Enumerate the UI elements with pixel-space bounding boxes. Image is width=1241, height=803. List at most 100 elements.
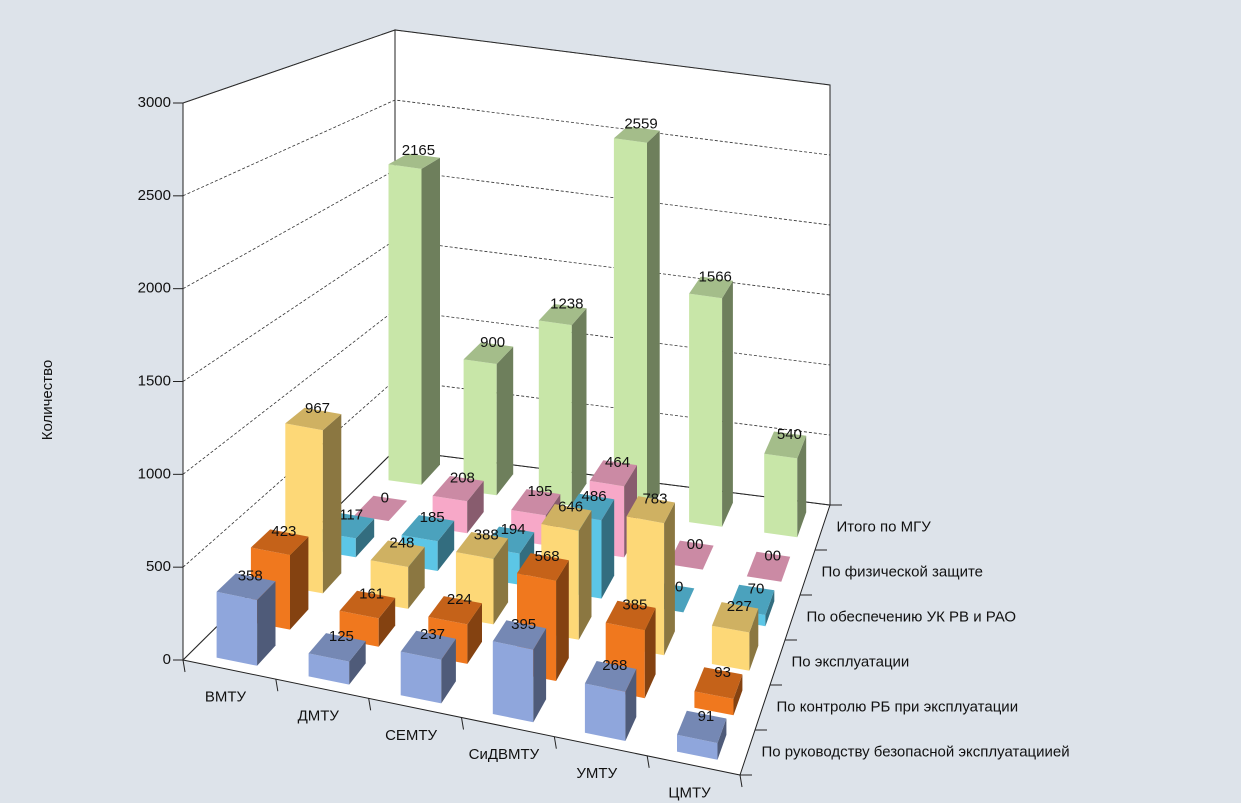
value-label: 2165 <box>402 142 435 159</box>
bar-side <box>765 590 775 627</box>
x-tick-line <box>275 679 279 692</box>
bar-front <box>584 683 626 741</box>
bar-front <box>689 293 723 527</box>
bar <box>584 661 637 741</box>
value-label: 224 <box>447 591 472 608</box>
value-label: 117 <box>339 507 363 524</box>
bar-side <box>378 597 396 647</box>
bar-side <box>644 607 656 699</box>
value-label: 358 <box>238 568 263 585</box>
bar <box>677 710 727 760</box>
value-label: 0 <box>381 489 389 506</box>
bar-side <box>722 280 733 527</box>
bar-front <box>463 359 497 496</box>
bar-front <box>308 653 350 685</box>
value-label: 395 <box>511 616 536 633</box>
value-label: 388 <box>474 526 499 543</box>
x-tick-label: ЦМТУ <box>668 784 711 801</box>
grid-line <box>182 99 831 197</box>
y-tick-label: 2500 <box>138 187 171 204</box>
value-label: 568 <box>535 548 560 565</box>
value-label: 00 <box>687 536 704 553</box>
value-label: 91 <box>698 708 715 725</box>
value-label: 93 <box>714 664 731 681</box>
value-label: 385 <box>622 596 647 613</box>
bar <box>492 620 547 723</box>
value-label: 00 <box>764 548 781 565</box>
bar-side <box>437 520 455 571</box>
bar-top <box>511 489 561 516</box>
x-tick-label: ДМТУ <box>298 708 340 725</box>
x-tick-line <box>646 755 650 768</box>
bar-side <box>749 608 759 671</box>
value-label: 268 <box>602 657 627 674</box>
bar <box>668 540 714 570</box>
bar <box>746 551 791 582</box>
x-tick-line <box>461 717 464 730</box>
value-label: 208 <box>450 469 475 486</box>
bar-side <box>647 130 660 517</box>
bar <box>711 602 759 671</box>
bar-top <box>216 573 276 600</box>
bar <box>432 476 484 534</box>
legend-label: По физической защите <box>822 563 984 580</box>
x-tick-line <box>368 698 372 711</box>
bar-front <box>492 641 534 723</box>
y-tick-label: 1500 <box>138 372 171 389</box>
bar-top <box>354 495 408 521</box>
bar-side <box>733 674 743 716</box>
bar-side <box>257 581 276 666</box>
x-tick-label: СЕМТУ <box>385 727 437 744</box>
bar-top <box>432 476 484 502</box>
bar-side <box>493 538 509 625</box>
bar-side <box>408 546 425 609</box>
legend-label: По руководству безопасной эксплуатациией <box>762 743 1070 760</box>
bar-top <box>626 496 675 524</box>
bar-side <box>355 518 375 558</box>
bar-top <box>668 540 714 570</box>
bar <box>400 630 456 704</box>
value-label: 237 <box>420 626 445 643</box>
bar-top <box>605 600 656 631</box>
bar <box>463 342 514 496</box>
bar-front <box>694 691 734 716</box>
bar <box>216 573 276 666</box>
x-tick-label: СиДВМТУ <box>469 746 540 763</box>
bar-side <box>441 638 456 704</box>
bar <box>694 667 743 716</box>
grid-line <box>182 449 831 661</box>
value-label: 194 <box>501 521 526 538</box>
bar-side <box>533 628 547 723</box>
value-label: 486 <box>582 488 607 505</box>
bar-top <box>711 602 759 633</box>
bar-side <box>664 502 675 656</box>
value-label: 248 <box>389 535 414 552</box>
bar-side <box>349 641 366 685</box>
bar-top <box>308 633 366 662</box>
bar-side <box>467 603 482 664</box>
bar-top <box>677 710 727 744</box>
value-label: 967 <box>305 400 330 417</box>
bar-side <box>322 414 342 594</box>
bar-side <box>578 510 592 640</box>
bar-side <box>601 499 615 599</box>
grid-line <box>182 309 831 475</box>
bar-top <box>250 529 309 555</box>
value-label: 2559 <box>624 115 657 132</box>
y-tick-label: 2000 <box>138 280 171 297</box>
y-axis-label: Количество <box>39 360 56 441</box>
bar <box>613 126 660 517</box>
grid-line <box>182 239 831 382</box>
bar-front <box>613 138 647 517</box>
bar-top <box>689 276 733 299</box>
bar-top <box>455 532 509 559</box>
bar-top <box>764 431 807 459</box>
bar-top <box>339 590 396 619</box>
bar-top <box>584 661 637 692</box>
bar <box>388 153 440 485</box>
bar <box>354 495 408 521</box>
bar <box>689 276 733 527</box>
x-tick-line <box>553 736 557 749</box>
bar-top <box>285 407 342 431</box>
